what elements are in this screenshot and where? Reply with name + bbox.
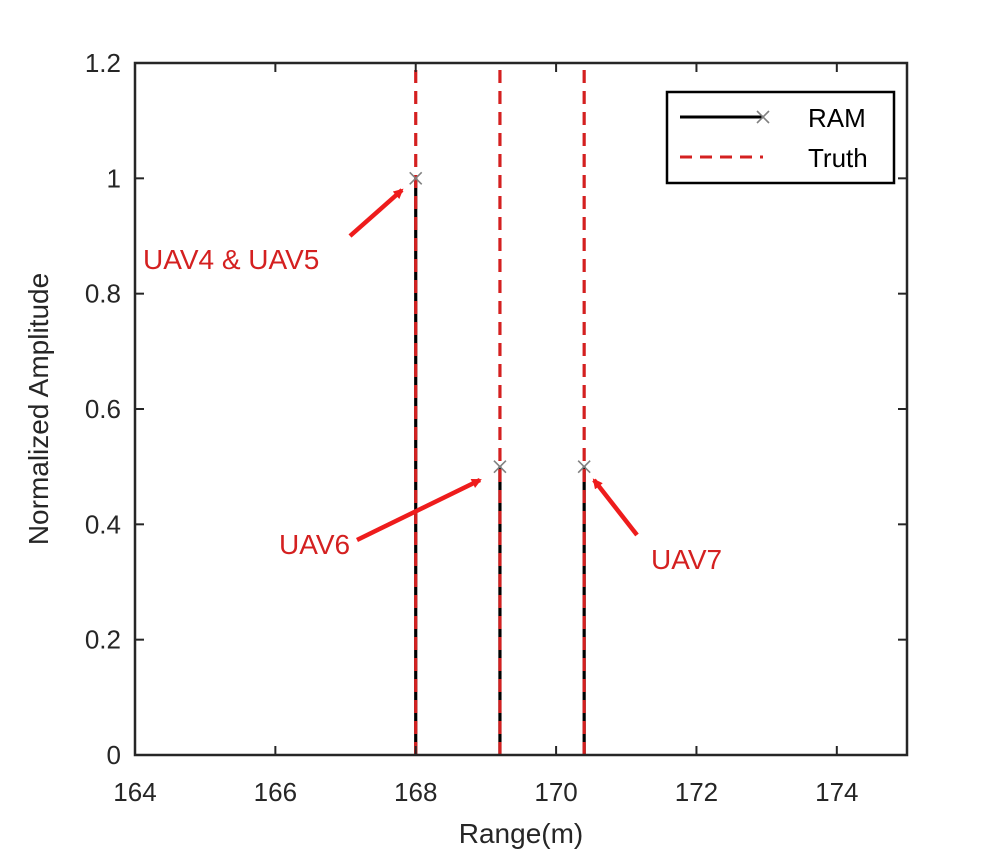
x-tick-label-5: 174 [815,777,858,807]
plot-frame [133,61,909,757]
x-axis-label: Range(m) [459,818,583,849]
legend-label-truth: Truth [808,143,868,173]
x-tick-label-3: 170 [534,777,577,807]
legend: RAM Truth [665,90,896,185]
x-tick-label-2: 168 [394,777,437,807]
y-tick-label-3: 0.6 [85,394,121,424]
legend-label-ram: RAM [808,103,866,133]
x-tick-label-4: 172 [675,777,718,807]
annotations: UAV4 & UAV5 UAV6 UAV7 [143,188,722,575]
y-tick-label-5: 1 [107,163,121,193]
annotation-arrow-uav4-uav5 [348,188,404,238]
annotation-arrow-uav6 [356,477,482,543]
annotation-arrow-uav7 [592,478,639,537]
y-tick-label-6: 1.2 [85,48,121,78]
legend-marker-ram [756,110,770,124]
annotation-label-uav4-uav5: UAV4 & UAV5 [143,244,319,275]
y-tick-label-2: 0.4 [85,509,121,539]
y-tick-label-1: 0.2 [85,625,121,655]
y-axis-label: Normalized Amplitude [23,273,54,545]
annotation-label-uav6: UAV6 [279,529,350,560]
ram-marker-1 [493,460,507,474]
legend-box [665,90,896,185]
x-tick-label-0: 164 [113,777,156,807]
annotation-label-uav7: UAV7 [651,544,722,575]
stem-layer [409,63,591,755]
tick-label-layer: 164 166 168 170 172 174 0 0.2 0.4 0.6 0.8 1 1.2 [85,48,859,807]
x-tick-label-1: 166 [254,777,297,807]
y-tick-label-0: 0 [107,740,121,770]
ram-marker-0 [409,171,423,185]
ram-marker-2 [577,460,591,474]
y-tick-label-4: 0.8 [85,279,121,309]
